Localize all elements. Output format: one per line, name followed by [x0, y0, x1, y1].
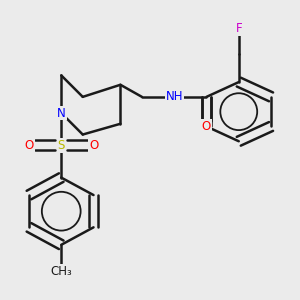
- Text: O: O: [24, 139, 34, 152]
- Text: F: F: [236, 22, 242, 35]
- Text: S: S: [58, 139, 65, 152]
- Text: CH₃: CH₃: [50, 265, 72, 278]
- Text: NH: NH: [166, 90, 183, 104]
- Text: O: O: [202, 120, 211, 133]
- Text: O: O: [89, 139, 98, 152]
- Text: N: N: [57, 106, 66, 119]
